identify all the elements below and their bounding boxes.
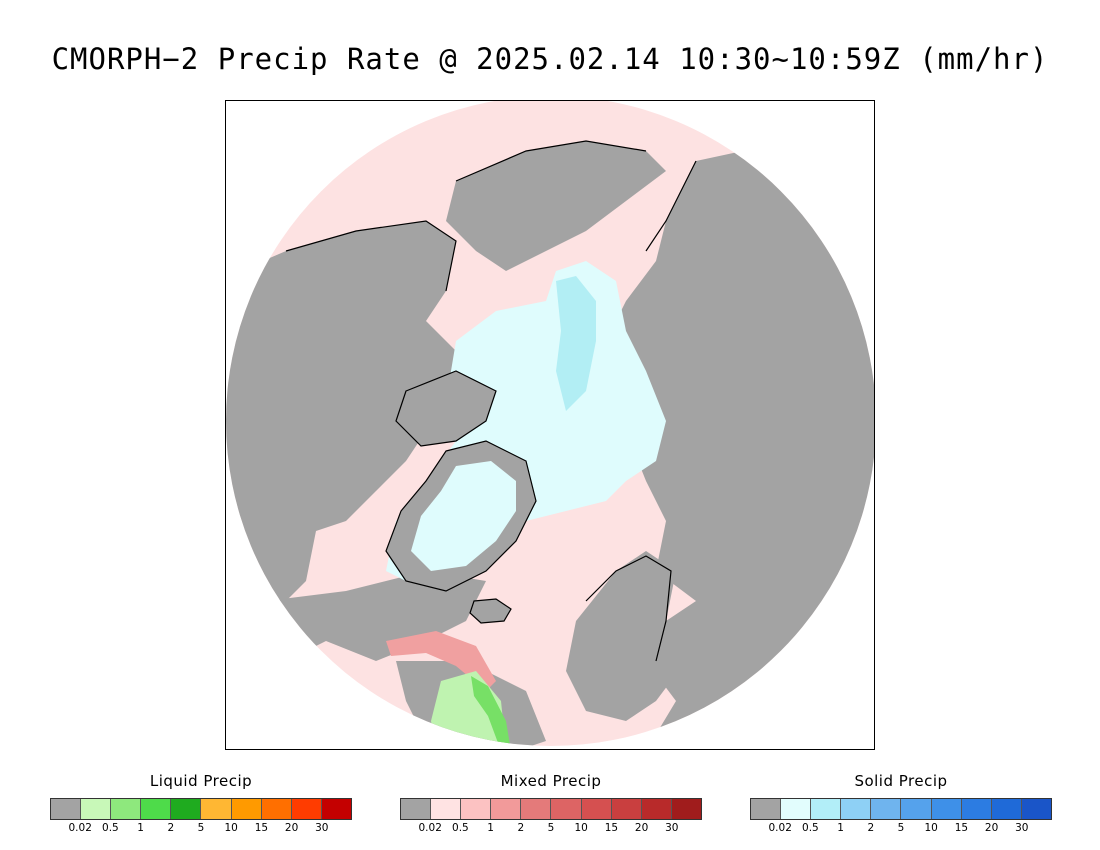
color-scale xyxy=(50,798,352,820)
tick-label: 5 xyxy=(547,822,555,834)
solid-precip-greenland xyxy=(411,461,516,571)
color-swatch xyxy=(1021,799,1051,819)
color-swatch xyxy=(551,799,582,819)
tick-label: 5 xyxy=(897,822,905,834)
tick-label: 0.02 xyxy=(418,822,442,834)
legend-title: Mixed Precip xyxy=(500,772,602,790)
color-scale xyxy=(400,798,702,820)
color-swatch xyxy=(51,799,82,819)
color-swatch xyxy=(171,799,202,819)
land-canadian-archipelago xyxy=(396,371,496,446)
tick-label: 0.5 xyxy=(802,822,819,834)
tick-label: 0.02 xyxy=(768,822,792,834)
solid-precip-moderate xyxy=(556,276,596,411)
color-swatch xyxy=(201,799,232,819)
land-alaska xyxy=(446,141,666,271)
color-swatch xyxy=(901,799,932,819)
color-swatch xyxy=(261,799,292,819)
color-swatch xyxy=(751,799,782,819)
color-swatch xyxy=(611,799,642,819)
land-eurasia xyxy=(606,146,874,746)
tick-label: 10 xyxy=(224,822,238,834)
legend-mixed: Mixed Precip 0.02 0.5 1 2 5 10 15 20 30 xyxy=(400,772,702,836)
color-swatch xyxy=(141,799,172,819)
tick-label: 2 xyxy=(517,822,525,834)
color-swatch xyxy=(491,799,522,819)
tick-label: 2 xyxy=(167,822,175,834)
color-swatch xyxy=(81,799,112,819)
color-scale xyxy=(750,798,1052,820)
color-swatch xyxy=(461,799,492,819)
tick-label: 1 xyxy=(837,822,844,834)
tick-label: 2 xyxy=(867,822,875,834)
tick-label: 10 xyxy=(924,822,938,834)
map-frame xyxy=(225,100,875,750)
map-disk xyxy=(226,101,874,746)
color-swatch xyxy=(321,799,351,819)
color-swatch xyxy=(961,799,992,819)
land-iceland xyxy=(470,599,511,623)
tick-label: 30 xyxy=(1015,822,1029,834)
color-swatch xyxy=(641,799,672,819)
legend-title: Solid Precip xyxy=(854,772,948,790)
color-swatch xyxy=(291,799,322,819)
tick-label: 30 xyxy=(315,822,329,834)
color-swatch xyxy=(431,799,462,819)
color-swatch xyxy=(871,799,902,819)
tick-label: 0.5 xyxy=(102,822,119,834)
color-swatch xyxy=(401,799,432,819)
tick-label: 0.5 xyxy=(452,822,469,834)
tick-label: 1 xyxy=(137,822,144,834)
tick-label: 15 xyxy=(954,822,969,834)
tick-label: 10 xyxy=(574,822,588,834)
color-swatch xyxy=(521,799,552,819)
liquid-precip-moderate xyxy=(471,676,511,746)
tick-label: 15 xyxy=(604,822,619,834)
tick-label: 20 xyxy=(634,822,649,834)
tick-label: 20 xyxy=(984,822,999,834)
tick-label: 15 xyxy=(254,822,269,834)
legend-solid: Solid Precip 0.02 0.5 1 2 5 10 15 20 30 xyxy=(750,772,1052,836)
tick-label: 20 xyxy=(284,822,299,834)
land-europe xyxy=(566,551,686,721)
tick-labels: 0.02 0.5 1 2 5 10 15 20 30 xyxy=(400,822,702,836)
color-swatch xyxy=(931,799,962,819)
color-swatch xyxy=(231,799,262,819)
land-north-america xyxy=(226,221,466,601)
tick-label: 1 xyxy=(487,822,494,834)
tick-label: 0.02 xyxy=(68,822,92,834)
tick-labels: 0.02 0.5 1 2 5 10 15 20 30 xyxy=(50,822,352,836)
page-title: CMORPH−2 Precip Rate @ 2025.02.14 10:30~… xyxy=(51,42,1049,76)
color-swatch xyxy=(111,799,142,819)
color-swatch xyxy=(581,799,612,819)
tick-label: 5 xyxy=(197,822,205,834)
polar-precip-map xyxy=(226,101,874,746)
tick-labels: 0.02 0.5 1 2 5 10 15 20 30 xyxy=(750,822,1052,836)
legend-liquid: Liquid Precip 0.02 0.5 1 2 5 10 15 20 30 xyxy=(50,772,352,836)
color-swatch xyxy=(781,799,812,819)
color-swatch xyxy=(671,799,701,819)
color-swatch xyxy=(991,799,1022,819)
tick-label: 30 xyxy=(665,822,679,834)
legend-title: Liquid Precip xyxy=(149,772,253,790)
color-swatch xyxy=(841,799,872,819)
coastlines xyxy=(285,140,697,662)
color-swatch xyxy=(811,799,842,819)
